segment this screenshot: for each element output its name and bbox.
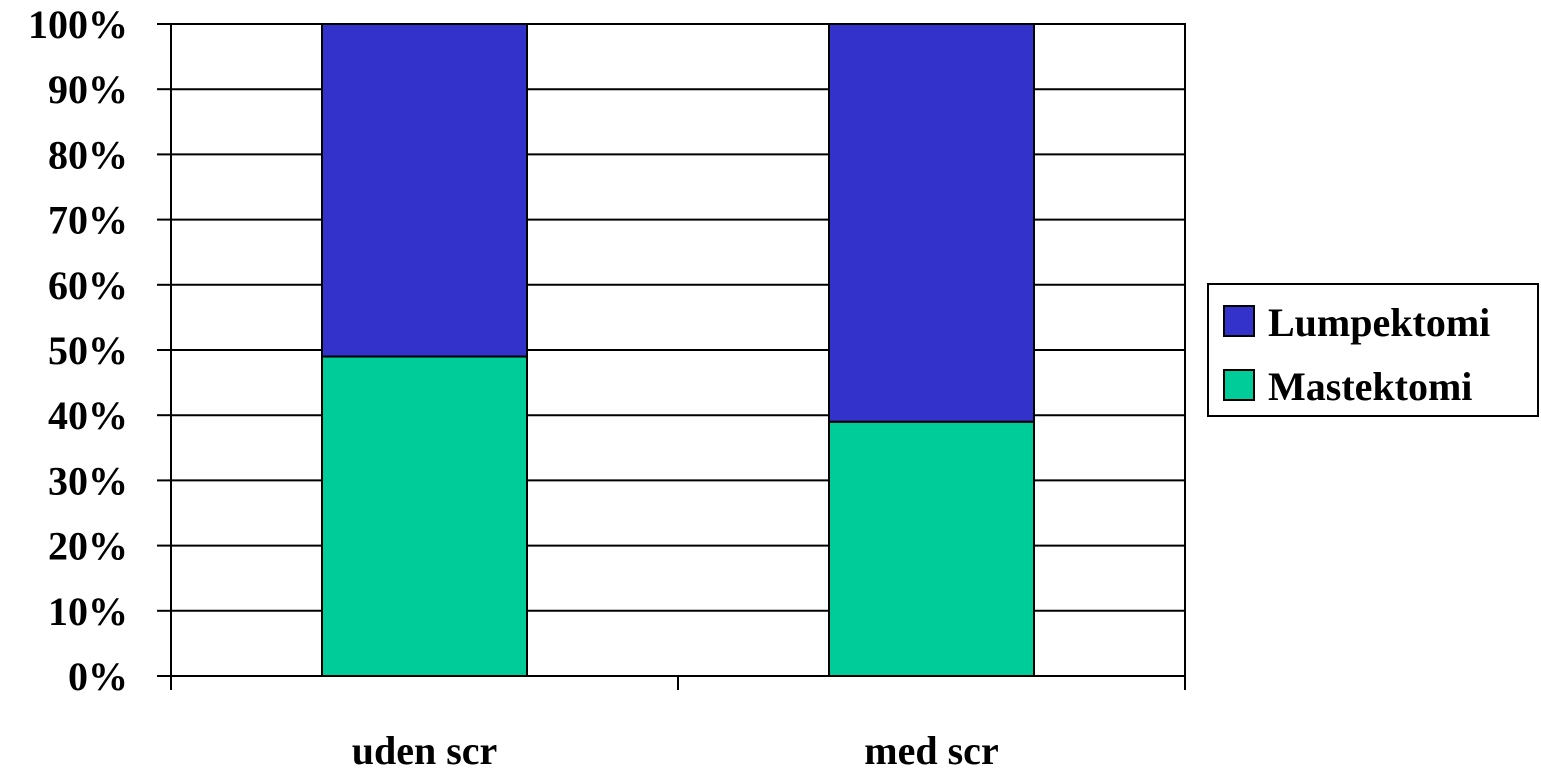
bar-mastektomi-1 (828, 420, 1035, 677)
legend-box (1207, 283, 1539, 417)
legend-label: Lumpektomi (1268, 300, 1490, 345)
legend: Lumpektomi Mastektomi (1207, 283, 1539, 417)
x-category-label: med scr (864, 728, 998, 771)
bars (321, 23, 1035, 677)
legend-label: Mastektomi (1268, 364, 1472, 409)
y-tick-label: 10% (48, 589, 128, 634)
bar-mastektomi-0 (321, 355, 528, 677)
y-tick-label: 30% (48, 458, 128, 503)
y-tick-label: 50% (48, 328, 128, 373)
legend-swatch-mastektomi (1223, 369, 1255, 401)
y-tick-labels: 0% 10% 20% 30% 40% 50% 60% 70% 80% 90% 100% (28, 2, 171, 699)
y-tick-label: 80% (48, 132, 128, 177)
bar-lumpektomi-0 (321, 23, 528, 358)
y-tick-label: 0% (68, 654, 128, 699)
axes (157, 24, 1186, 690)
y-tick-label: 60% (48, 263, 128, 308)
y-tick-label: 90% (48, 67, 128, 112)
y-tick-label: 100% (28, 2, 128, 47)
y-tick-label: 70% (48, 198, 128, 243)
y-tick-label: 20% (48, 524, 128, 569)
x-category-label: uden scr (352, 728, 498, 771)
bar-lumpektomi-1 (828, 23, 1035, 423)
y-tick-label: 40% (48, 393, 128, 438)
x-category-labels: uden scr med scr (352, 728, 999, 771)
legend-swatch-lumpektomi (1223, 305, 1255, 337)
